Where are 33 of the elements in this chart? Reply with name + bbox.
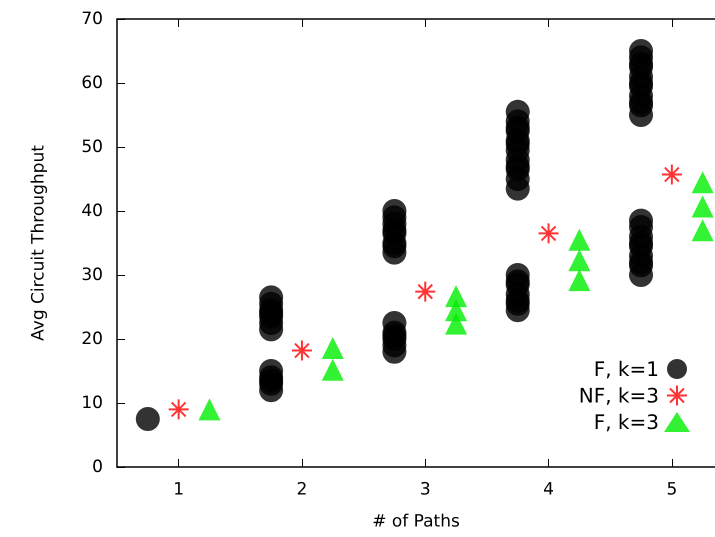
y-tick-label: 10 (81, 393, 103, 413)
legend-label: NF, k=3 (578, 384, 659, 408)
point (568, 269, 590, 292)
y-tick-label: 30 (81, 265, 103, 285)
legend-label: F, k=1 (594, 357, 659, 381)
point (414, 280, 436, 303)
y-tick-label: 0 (92, 457, 103, 477)
point (445, 285, 468, 308)
y-tick-label: 60 (81, 73, 103, 93)
x-axis-title: # of Paths (372, 512, 460, 532)
point (692, 219, 714, 242)
x-tick-label: 4 (543, 480, 554, 500)
point (322, 336, 344, 359)
x-tick-label: 2 (296, 480, 308, 500)
y-tick-label: 70 (81, 9, 103, 29)
y-tick-label: 50 (81, 137, 103, 157)
point (568, 249, 590, 272)
point (692, 196, 714, 218)
point (168, 398, 190, 420)
point (568, 228, 590, 251)
point (660, 164, 683, 186)
point (322, 358, 344, 381)
legend-label: F, k=3 (594, 410, 659, 434)
x-tick-label: 3 (420, 480, 431, 500)
point (692, 171, 714, 194)
y-tick-label: 20 (81, 329, 103, 349)
y-axis-title: Avg Circuit Throughput (28, 144, 48, 341)
y-tick-label: 40 (81, 201, 103, 221)
x-tick-label: 1 (173, 480, 184, 500)
point (290, 340, 313, 362)
x-tick-label: 5 (666, 480, 678, 500)
point (538, 222, 560, 244)
point (198, 398, 220, 420)
